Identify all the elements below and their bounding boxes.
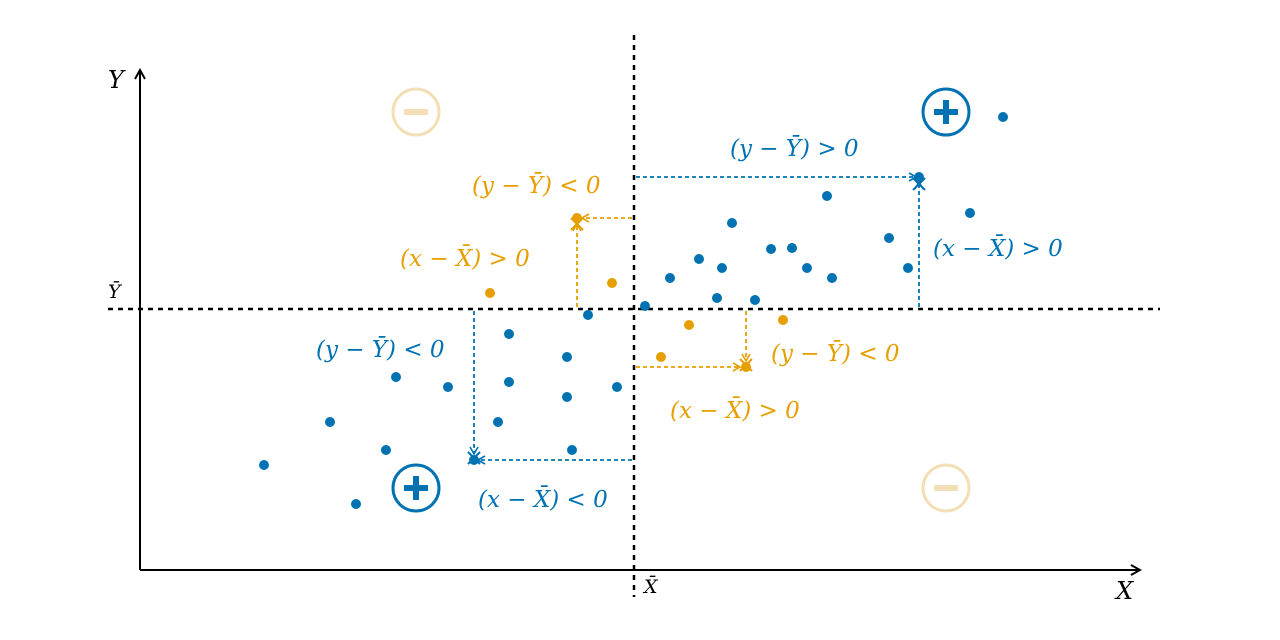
data-point (485, 288, 495, 298)
data-point (351, 499, 361, 509)
data-point (381, 445, 391, 455)
x-mean-label: X̄ (642, 575, 659, 598)
data-point (607, 278, 617, 288)
cross-marker-icon (570, 217, 584, 231)
data-point (583, 310, 593, 320)
deviation-orange-top-left (570, 213, 632, 307)
label-blue-bl-y: (y − Ȳ) < 0 (316, 337, 445, 363)
data-point (727, 218, 737, 228)
minus-circle-icon (391, 87, 441, 137)
cross-marker-icon (467, 451, 481, 465)
plus-circle-icon (921, 87, 971, 137)
cross-marker-icon (739, 358, 753, 372)
deviation-blue-top-right (636, 172, 926, 307)
orange-points (485, 278, 788, 362)
data-point (778, 315, 788, 325)
deviation-blue-bottom-left (467, 311, 632, 465)
label-orange-br-y: (y − Ȳ) < 0 (771, 341, 900, 367)
data-point (656, 352, 666, 362)
deviation-orange-bottom-right (636, 311, 753, 372)
data-point (903, 263, 913, 273)
data-point (750, 295, 760, 305)
data-point (640, 301, 650, 311)
data-point (443, 382, 453, 392)
data-point (504, 329, 514, 339)
minus-circle-icon (921, 463, 971, 513)
data-point (562, 392, 572, 402)
data-point (259, 460, 269, 470)
label-blue-tr-x: (x − X̄) > 0 (933, 235, 1063, 262)
data-point (694, 254, 704, 264)
x-axis-label: X (1114, 577, 1134, 605)
y-mean-label: Ȳ (108, 280, 123, 303)
label-orange-tl-x: (x − X̄) > 0 (400, 245, 530, 272)
data-point (504, 377, 514, 387)
blue-points (259, 112, 1008, 509)
data-point (884, 233, 894, 243)
data-point (612, 382, 622, 392)
label-orange-br-x: (x − X̄) > 0 (670, 397, 800, 424)
data-point (802, 263, 812, 273)
data-point (827, 273, 837, 283)
label-blue-tr-y: (y − Ȳ) > 0 (730, 136, 859, 162)
data-point (787, 243, 797, 253)
data-point (766, 244, 776, 254)
data-point (391, 372, 401, 382)
label-blue-bl-x: (x − X̄) < 0 (478, 486, 608, 513)
cross-marker-icon (912, 177, 926, 191)
data-point (684, 320, 694, 330)
data-point (712, 293, 722, 303)
data-point (493, 417, 503, 427)
data-point (998, 112, 1008, 122)
data-point (325, 417, 335, 427)
data-point (822, 191, 832, 201)
data-point (665, 273, 675, 283)
data-point (717, 263, 727, 273)
plus-circle-icon (391, 463, 441, 513)
y-axis-label: Y (108, 66, 126, 94)
data-point (567, 445, 577, 455)
data-point (965, 208, 975, 218)
label-orange-tl-y: (y − Ȳ) < 0 (472, 173, 601, 199)
data-point (562, 352, 572, 362)
